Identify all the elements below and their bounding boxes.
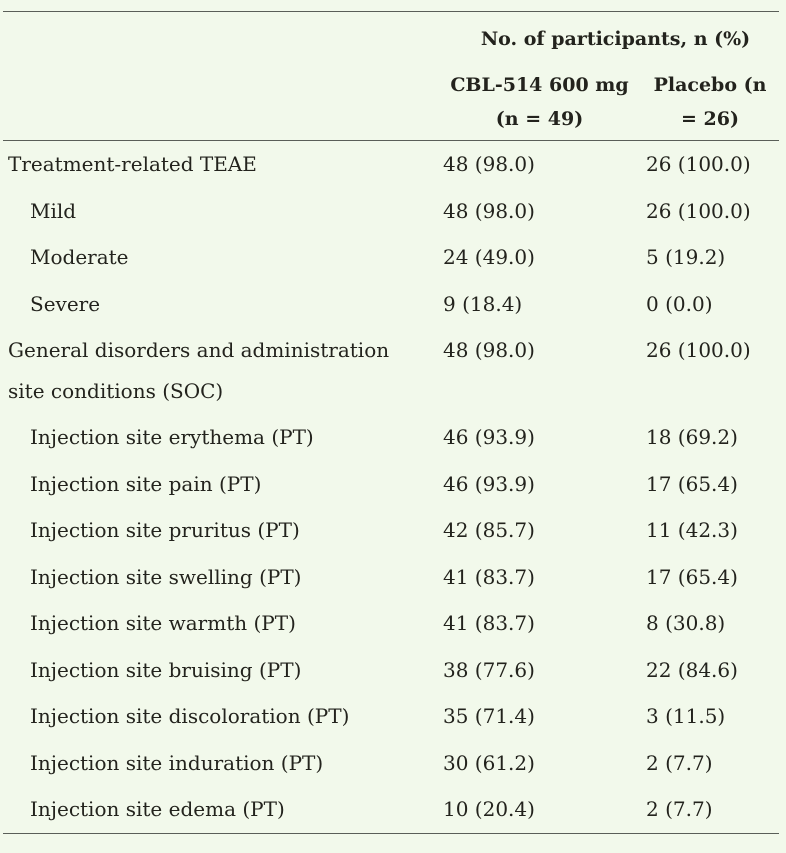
cbl514-value: 35 (71.4) <box>443 704 535 728</box>
table-row-severe: Severe 9 (18.4) 0 (0.0) <box>3 281 779 328</box>
table-row-injection-site-discoloration: Injection site discoloration (PT) 35 (71… <box>3 693 779 740</box>
column-header-cbl514: CBL-514 600 mg (n = 49) <box>438 58 641 141</box>
placebo-value: 11 (42.3) <box>646 518 738 542</box>
placebo-value: 3 (11.5) <box>646 704 726 728</box>
placebo-value: 26 (100.0) <box>646 338 751 362</box>
group-header-row: No. of participants, n (%) <box>3 12 779 59</box>
paper-table-section: No. of participants, n (%) CBL-514 600 m… <box>3 0 779 834</box>
row-label: Mild <box>30 198 77 223</box>
table-row-injection-site-swelling: Injection site swelling (PT) 41 (83.7) 1… <box>3 554 779 601</box>
table-row-mild: Mild 48 (98.0) 26 (100.0) <box>3 188 779 235</box>
row-label: Injection site pain (PT) <box>30 471 262 496</box>
table-row-injection-site-edema: Injection site edema (PT) 10 (20.4) 2 (7… <box>3 786 779 833</box>
group-header-label: No. of participants, n (%) <box>480 28 751 50</box>
cbl514-value: 30 (61.2) <box>443 750 535 775</box>
table-row-injection-site-bruising: Injection site bruising (PT) 38 (77.6) 2… <box>3 647 779 694</box>
cbl514-value: 9 (18.4) <box>443 291 523 316</box>
placebo-value: 8 (30.8) <box>646 611 726 635</box>
table-row-injection-site-induration: Injection site induration (PT) 30 (61.2)… <box>3 740 779 787</box>
table-row-general-disorders-soc: General disorders and administration sit… <box>3 327 779 414</box>
cbl514-value: 48 (98.0) <box>443 198 535 223</box>
cbl514-value: 41 (83.7) <box>443 564 535 589</box>
placebo-value: 17 (65.4) <box>646 471 738 496</box>
row-label: Injection site discoloration (PT) <box>30 704 350 728</box>
placebo-value: 26 (100.0) <box>646 198 751 223</box>
row-label: Moderate <box>30 245 129 269</box>
header-spacer-cell <box>3 58 438 141</box>
table-row-injection-site-erythema: Injection site erythema (PT) 46 (93.9) 1… <box>3 414 779 461</box>
placebo-value: 2 (7.7) <box>646 750 713 775</box>
row-label: Injection site pruritus (PT) <box>30 518 300 542</box>
row-label: Severe <box>30 291 101 316</box>
table-row-injection-site-warmth: Injection site warmth (PT) 41 (83.7) 8 (… <box>3 600 779 647</box>
table-row-injection-site-pain: Injection site pain (PT) 46 (93.9) 17 (6… <box>3 461 779 508</box>
cbl514-value: 46 (93.9) <box>443 425 535 449</box>
cbl514-value: 41 (83.7) <box>443 611 535 635</box>
row-label: Injection site warmth (PT) <box>30 611 296 635</box>
placebo-value: 2 (7.7) <box>646 797 713 821</box>
table-row-injection-site-pruritus: Injection site pruritus (PT) 42 (85.7) 1… <box>3 507 779 554</box>
table-row-treatment-related-teae: Treatment-related TEAE 48 (98.0) 26 (100… <box>3 141 779 188</box>
placebo-value: 0 (0.0) <box>646 291 713 316</box>
table-row-moderate: Moderate 24 (49.0) 5 (19.2) <box>3 234 779 281</box>
placebo-value: 26 (100.0) <box>646 152 751 176</box>
placebo-value: 22 (84.6) <box>646 657 738 682</box>
cbl514-value: 24 (49.0) <box>443 245 535 269</box>
row-label: Injection site swelling (PT) <box>30 564 302 589</box>
placebo-value: 5 (19.2) <box>646 245 726 269</box>
cbl514-value: 48 (98.0) <box>443 338 535 362</box>
header-spacer-cell <box>3 12 438 59</box>
cbl514-value: 46 (93.9) <box>443 471 535 496</box>
row-label: General disorders and administration sit… <box>8 338 390 403</box>
column-header-placebo: Placebo (n = 26) <box>641 58 779 141</box>
row-label: Injection site induration (PT) <box>30 750 324 775</box>
row-label: Injection site edema (PT) <box>30 797 285 821</box>
cbl514-value: 48 (98.0) <box>443 152 535 176</box>
placebo-value: 17 (65.4) <box>646 564 738 589</box>
row-label: Injection site erythema (PT) <box>30 425 314 449</box>
adverse-events-table: No. of participants, n (%) CBL-514 600 m… <box>3 11 779 834</box>
cbl514-value: 38 (77.6) <box>443 657 535 682</box>
cbl514-value: 10 (20.4) <box>443 797 535 821</box>
row-label: Treatment-related TEAE <box>8 152 257 176</box>
row-label: Injection site bruising (PT) <box>30 657 302 682</box>
table-body: Treatment-related TEAE 48 (98.0) 26 (100… <box>3 141 779 834</box>
column-header-row: CBL-514 600 mg (n = 49) Placebo (n = 26) <box>3 58 779 141</box>
placebo-value: 18 (69.2) <box>646 425 738 449</box>
cbl514-value: 42 (85.7) <box>443 518 535 542</box>
table-header: No. of participants, n (%) CBL-514 600 m… <box>3 12 779 141</box>
